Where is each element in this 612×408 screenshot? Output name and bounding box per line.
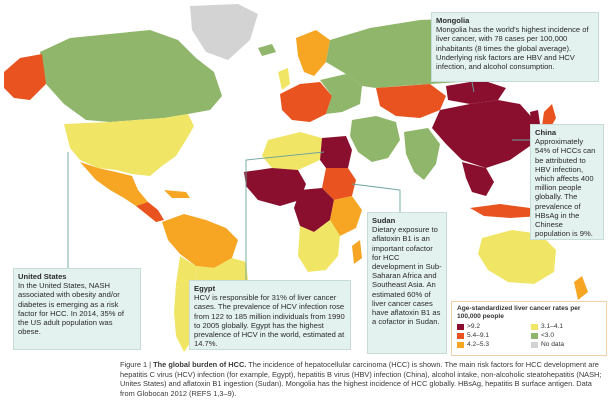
- callout-egypt: Egypt HCV is responsible for 31% of live…: [189, 280, 351, 350]
- region-greenland: [190, 4, 258, 60]
- callout-china-title: China: [535, 128, 557, 137]
- leader-sudan: [351, 183, 401, 212]
- region-southern-africa: [298, 220, 340, 272]
- legend-item: 4.2–5.3: [457, 341, 527, 349]
- caption-text: The incidence of hepatocellular carcinom…: [120, 360, 602, 398]
- callout-mongolia: Mongolia Mongolia has the world's highes…: [431, 12, 599, 82]
- legend-label: 3.1–4.1: [541, 323, 563, 330]
- region-australia: [478, 230, 556, 284]
- legend-grid: >9.2 3.1–4.1 5.4–9.1 <3.0 4.2–5.3 No dat…: [457, 323, 601, 349]
- callout-sudan-title: Sudan: [372, 216, 396, 225]
- callout-us-title: United States: [18, 272, 67, 281]
- region-eastern-europe: [320, 74, 362, 114]
- legend-label: <3.0: [541, 332, 555, 339]
- legend-swatch: [457, 324, 464, 330]
- legend-label: 5.4–9.1: [467, 332, 489, 339]
- region-south-america-north: [162, 214, 238, 268]
- region-central-africa: [294, 188, 334, 232]
- map-legend: Age-standardized liver cancer rates per …: [451, 301, 607, 356]
- callout-sudan-body: Dietary exposure to aflatoxin B1 is an i…: [372, 225, 442, 327]
- callout-united-states: United States In the United States, NASH…: [13, 268, 141, 350]
- region-middle-east: [350, 116, 400, 162]
- region-indonesia: [470, 204, 540, 218]
- legend-label: >9.2: [467, 323, 481, 330]
- region-mexico: [80, 162, 148, 206]
- callout-us-body: In the United States, NASH associated wi…: [18, 281, 124, 337]
- caption-lead: Figure 1 |: [120, 360, 154, 369]
- region-korea: [530, 110, 540, 126]
- legend-title: Age-standardized liver cancer rates per …: [457, 305, 581, 320]
- region-sudan: [322, 168, 356, 200]
- legend-swatch: [531, 342, 538, 348]
- callout-sudan: Sudan Dietary exposure to aflatoxin B1 i…: [367, 212, 447, 354]
- leader-mongolia: [471, 81, 475, 93]
- region-alaska: [4, 54, 46, 100]
- callout-mongolia-title: Mongolia: [436, 16, 470, 25]
- region-central-asia: [376, 84, 446, 118]
- caption-bold: The global burden of HCC.: [153, 360, 247, 369]
- legend-item: 5.4–9.1: [457, 332, 527, 340]
- region-western-europe: [280, 82, 332, 122]
- legend-swatch: [531, 324, 538, 330]
- leader-egypt: [245, 151, 325, 280]
- callout-china-body: Approximately 54% of HCCs can be attribu…: [535, 137, 596, 239]
- region-china: [432, 100, 536, 168]
- region-madagascar: [352, 240, 362, 264]
- region-north-africa-west: [262, 132, 322, 170]
- legend-swatch: [457, 333, 464, 339]
- region-egypt: [320, 136, 352, 168]
- legend-swatch: [457, 342, 464, 348]
- region-west-africa: [244, 168, 306, 206]
- region-canada: [40, 30, 222, 122]
- region-scandinavia: [296, 30, 330, 76]
- callout-mongolia-body: Mongolia has the world's highest inciden…: [436, 25, 589, 72]
- callout-egypt-title: Egypt: [194, 284, 216, 293]
- region-caribbean: [164, 190, 190, 198]
- region-new-zealand: [574, 276, 588, 300]
- region-india: [404, 128, 440, 180]
- legend-swatch: [531, 333, 538, 339]
- region-southeast-asia: [462, 162, 494, 196]
- legend-item: >9.2: [457, 323, 527, 331]
- callout-egypt-body: HCV is responsible for 31% of liver canc…: [194, 293, 345, 349]
- region-uk: [278, 68, 290, 90]
- figure-caption: Figure 1 | The global burden of HCC. The…: [120, 360, 608, 398]
- region-mongolia: [446, 80, 506, 104]
- legend-label: 4.2–5.3: [467, 341, 489, 348]
- region-iceland: [258, 44, 276, 56]
- region-east-africa: [330, 196, 362, 236]
- legend-label: No data: [541, 341, 565, 348]
- legend-item: 3.1–4.1: [531, 323, 601, 331]
- callout-china: China Approximately 54% of HCCs can be a…: [530, 124, 604, 240]
- legend-item: No data: [531, 341, 601, 349]
- region-central-america: [136, 202, 164, 222]
- region-usa: [64, 114, 194, 176]
- legend-item: <3.0: [531, 332, 601, 340]
